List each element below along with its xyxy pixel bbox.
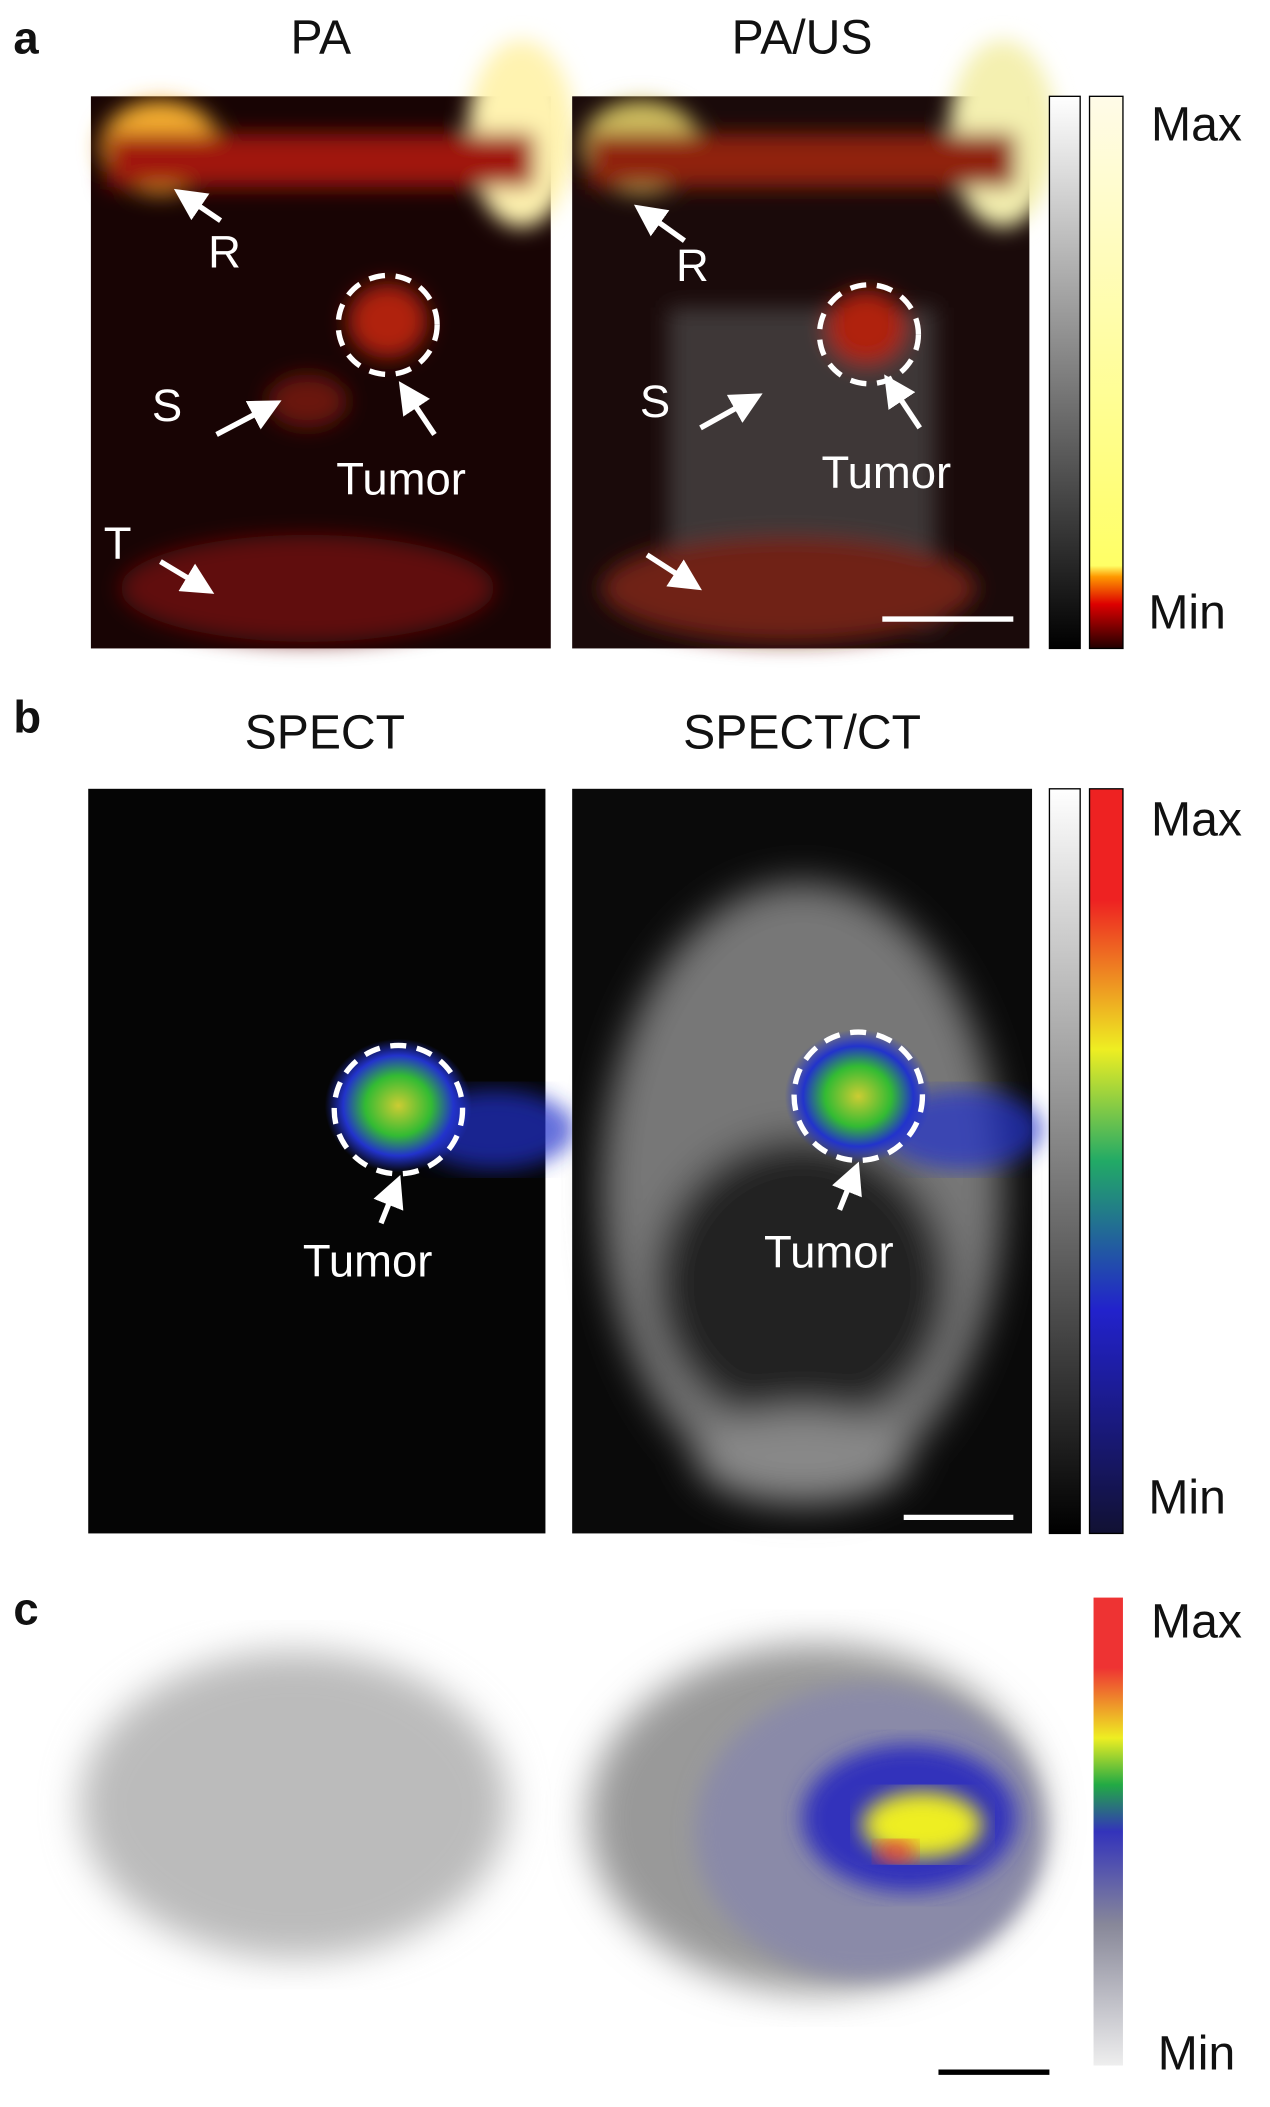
right-image — [588, 1644, 1043, 1992]
colorbar-max: Max — [1151, 1595, 1242, 1649]
column-title: SPECT — [245, 706, 405, 760]
spect-image — [88, 788, 575, 1534]
spect-ct-image — [572, 788, 1043, 1534]
column-title: PA/US — [732, 11, 873, 65]
pa-image — [90, 40, 575, 649]
annotation: Tumor — [303, 1236, 433, 1287]
colorbar-min: Min — [1158, 2026, 1236, 2080]
annotation: Tumor — [822, 447, 952, 498]
panel-label: c — [13, 1583, 38, 1634]
annotation: R — [208, 226, 241, 277]
annotation: Tumor — [764, 1226, 894, 1277]
left-image — [80, 1651, 509, 1959]
column-title: PA — [291, 11, 352, 65]
annotation: R — [676, 240, 709, 291]
panel-label: b — [13, 692, 41, 743]
column-title: SPECT/CT — [683, 706, 921, 760]
annotation: S — [152, 380, 182, 431]
annotation: T — [104, 518, 132, 569]
panel-label: a — [13, 13, 39, 64]
annotation: S — [640, 376, 670, 427]
pa-us-image — [572, 40, 1057, 649]
colorbar-min: Min — [1148, 1470, 1226, 1524]
colorbar-min: Min — [1148, 585, 1226, 639]
annotation: Tumor — [336, 454, 466, 505]
colorbar-max: Max — [1151, 97, 1242, 151]
colorbar-max: Max — [1151, 793, 1242, 847]
